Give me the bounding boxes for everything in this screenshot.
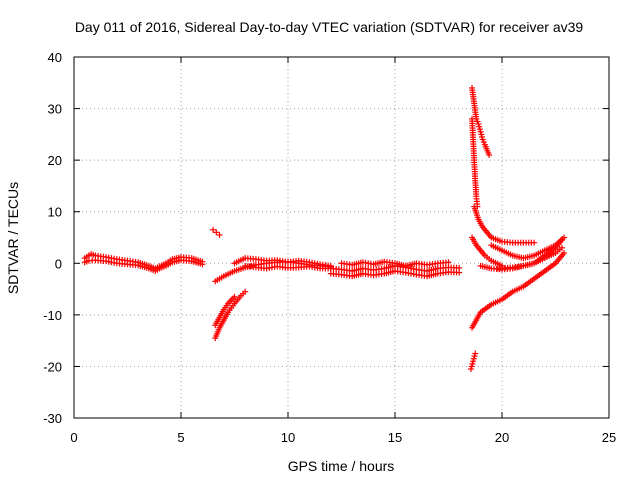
grid: [74, 57, 609, 418]
series-short-arc: [210, 226, 223, 238]
data-point: [558, 244, 565, 251]
chart-title: Day 011 of 2016, Sidereal Day-to-day VTE…: [75, 19, 584, 35]
data-point: [210, 226, 217, 233]
data-point: [199, 261, 206, 268]
y-tick-label: -10: [43, 308, 62, 323]
series-mid-band-b: [231, 255, 334, 269]
series-decay-a: [471, 203, 538, 246]
data-point: [242, 288, 249, 295]
y-axis-label: SDTVAR / TECUs: [5, 182, 21, 294]
x-tick-label: 10: [281, 430, 295, 445]
y-tick-label: 10: [48, 205, 62, 220]
data-point: [486, 151, 493, 158]
data-point: [456, 269, 463, 276]
series-spike-steep: [469, 115, 481, 210]
x-axis-label: GPS time / hours: [288, 458, 395, 474]
series-rise-curve-b: [488, 234, 568, 262]
series-spike-arc: [469, 84, 493, 158]
x-tick-label: 0: [70, 430, 77, 445]
data-point: [472, 350, 479, 357]
axis-ticks: 0 5 10 15 20 25 -30 -20 -10 0 10 20 30 40: [43, 50, 616, 445]
x-tick-label: 5: [177, 430, 184, 445]
series-dip-arc-a: [212, 288, 249, 342]
x-tick-label: 20: [495, 430, 509, 445]
x-tick-label: 15: [388, 430, 402, 445]
data-point: [531, 239, 538, 246]
y-tick-label: 30: [48, 102, 62, 117]
data-point: [445, 259, 452, 266]
y-tick-label: 0: [55, 256, 62, 271]
data-point: [216, 231, 223, 238]
plot-frame: [73, 56, 610, 419]
data-point: [561, 249, 568, 256]
series-low-short: [467, 350, 479, 373]
x-tick-label: 25: [602, 430, 616, 445]
series-late-band-c: [338, 258, 452, 269]
series-main-band-b: [81, 257, 206, 275]
data-point: [231, 293, 238, 300]
series-low-arc: [469, 249, 568, 331]
series-late-band-b: [327, 268, 463, 280]
y-tick-label: -20: [43, 359, 62, 374]
y-tick-label: -30: [43, 411, 62, 426]
series-mid-band-c: [242, 262, 334, 272]
data-marks: [81, 84, 568, 373]
data-point: [561, 234, 568, 241]
data-point: [213, 229, 220, 236]
series-dip-arc-b: [212, 293, 238, 329]
y-tick-label: 20: [48, 153, 62, 168]
y-tick-label: 40: [48, 50, 62, 65]
series-mid-band-a: [212, 258, 334, 285]
